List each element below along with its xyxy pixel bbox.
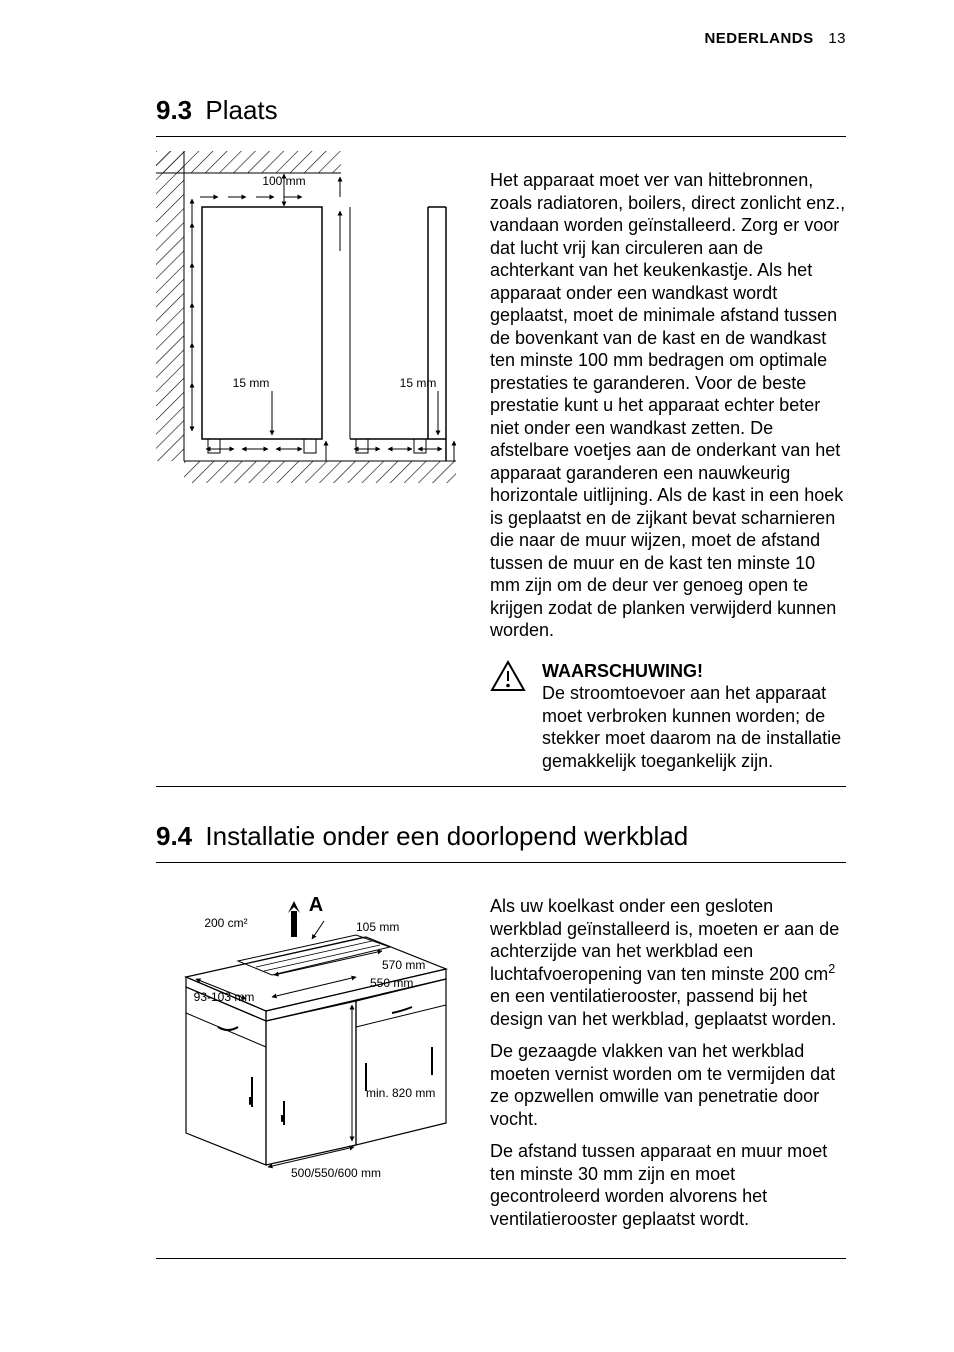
section2-body1-sup: 2 — [828, 962, 835, 976]
label-550mm: 550 mm — [370, 976, 413, 990]
section2-body1: Als uw koelkast onder een gesloten werkb… — [490, 895, 846, 1030]
section2-body1-pre: Als uw koelkast onder een gesloten werkb… — [490, 896, 839, 984]
warning-icon — [490, 660, 526, 773]
label-basewidth: 500/550/600 mm — [291, 1166, 381, 1180]
section-rule — [156, 136, 846, 137]
section-number: 9.3 — [156, 95, 192, 125]
section-title-2: Installatie onder een doorlopend werkbla… — [205, 821, 688, 851]
label-105mm: 105 mm — [356, 920, 399, 934]
section-rule-2 — [156, 862, 846, 863]
label-93-103mm: 93-103 mm — [194, 990, 255, 1004]
warning-title: WAARSCHUWING! — [542, 661, 703, 681]
label-15mm-left: 15 mm — [233, 376, 270, 390]
figure-clearances: 100 mm — [156, 151, 456, 491]
section-heading-plaats: 9.3 Plaats — [156, 95, 846, 126]
header-page-number: 13 — [828, 30, 846, 47]
warning-block: WAARSCHUWING! De stroomtoevoer aan het a… — [490, 660, 846, 773]
section1-body: Het apparaat moet ver van hittebronnen, … — [490, 169, 846, 642]
label-570mm: 570 mm — [382, 958, 425, 972]
section-title: Plaats — [205, 95, 277, 125]
figure-worktop: A 200 cm² 105 mm 570 mm 550 mm 93-103 mm — [156, 877, 456, 1207]
label-200cm2: 200 cm² — [204, 916, 247, 930]
section-number-2: 9.4 — [156, 821, 192, 851]
label-15mm-right: 15 mm — [400, 376, 437, 390]
page-header: NEDERLANDS 13 — [156, 30, 846, 47]
section2-body3: De afstand tussen apparaat en muur moet … — [490, 1140, 846, 1230]
section-rule-2-end — [156, 1258, 846, 1259]
label-min820: min. 820 mm — [366, 1086, 435, 1100]
label-A: A — [309, 894, 323, 916]
section-heading-installatie: 9.4 Installatie onder een doorlopend wer… — [156, 821, 846, 852]
section2-body1-post: en een ventilatierooster, passend bij he… — [490, 986, 836, 1029]
warning-body: De stroomtoevoer aan het apparaat moet v… — [542, 682, 846, 772]
section-rule-end — [156, 786, 846, 787]
header-language: NEDERLANDS — [704, 30, 813, 47]
section2-body2: De gezaagde vlakken van het werkblad moe… — [490, 1040, 846, 1130]
